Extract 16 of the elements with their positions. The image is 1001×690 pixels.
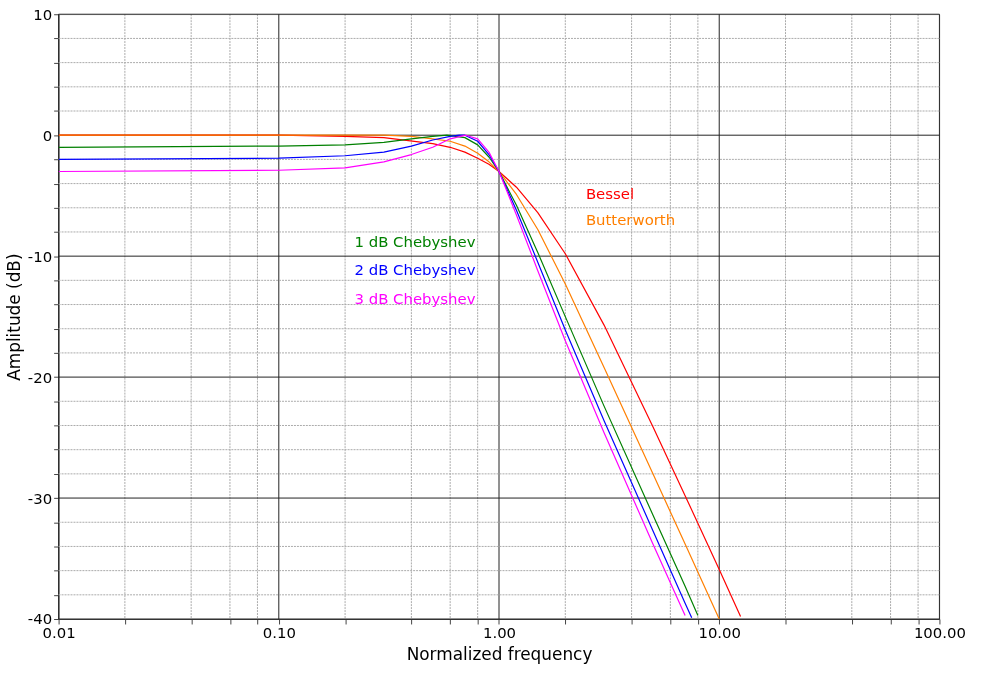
x-tick-label: 100.00 bbox=[913, 624, 966, 643]
x-tick-label: 1.00 bbox=[482, 624, 517, 643]
y-tick-label: -10 bbox=[27, 247, 53, 266]
y-tick-label: -20 bbox=[27, 368, 53, 387]
x-tick-label: 10.00 bbox=[698, 624, 742, 643]
text: 1 dB Chebyshev bbox=[354, 232, 476, 251]
y-tick-label: -30 bbox=[27, 489, 53, 508]
x-axis-title: Normalized frequency bbox=[406, 644, 593, 665]
y-axis-title: Amplitude (dB) bbox=[3, 253, 24, 381]
x-tick-label: 0.10 bbox=[262, 624, 296, 643]
text: 3 dB Chebyshev bbox=[354, 290, 476, 309]
text: Bessel bbox=[585, 184, 635, 203]
text: Butterworth bbox=[585, 210, 676, 229]
y-tick-label: 0 bbox=[42, 126, 53, 145]
y-tick-label: 10 bbox=[33, 5, 53, 24]
text: 2 dB Chebyshev bbox=[354, 261, 476, 280]
